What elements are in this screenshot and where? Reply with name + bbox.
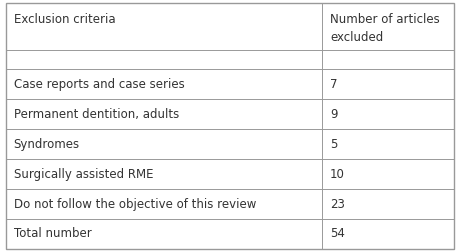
- Text: 23: 23: [330, 198, 344, 210]
- Text: Total number: Total number: [14, 228, 91, 240]
- Text: Surgically assisted RME: Surgically assisted RME: [14, 168, 153, 180]
- Text: Case reports and case series: Case reports and case series: [14, 78, 184, 90]
- Text: 10: 10: [330, 168, 344, 180]
- Text: 7: 7: [330, 78, 337, 90]
- Text: Exclusion criteria: Exclusion criteria: [14, 13, 115, 26]
- Text: Number of articles
excluded: Number of articles excluded: [330, 13, 439, 44]
- Text: Do not follow the objective of this review: Do not follow the objective of this revi…: [14, 198, 255, 210]
- Text: 54: 54: [330, 228, 344, 240]
- Text: Syndromes: Syndromes: [14, 138, 79, 150]
- Text: 9: 9: [330, 108, 337, 120]
- Text: Permanent dentition, adults: Permanent dentition, adults: [14, 108, 179, 120]
- Text: 5: 5: [330, 138, 337, 150]
